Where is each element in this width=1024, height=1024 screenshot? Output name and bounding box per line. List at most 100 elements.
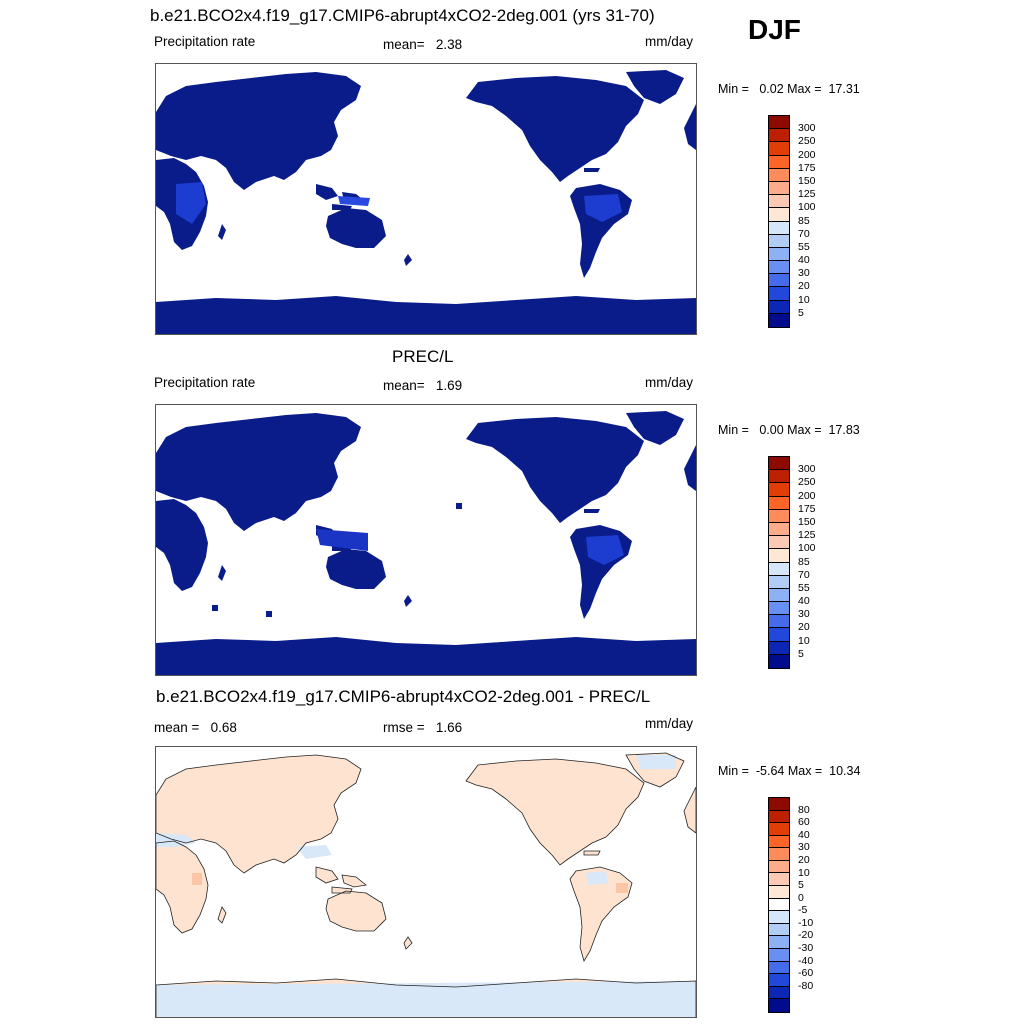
colorbar-tick-label: -30 [798,942,814,955]
panel-3-map [155,746,697,1018]
colorbar-swatch [769,208,789,222]
colorbar-swatch [769,628,789,642]
colorbar-swatch [769,948,789,962]
colorbar-swatch [769,923,789,937]
colorbar-swatch [769,575,789,589]
panel-1-left-label: Precipitation rate [154,34,256,49]
panel-1-title: b.e21.BCO2x4.f19_g17.CMIP6-abrupt4xCO2-2… [150,6,655,25]
colorbar-swatch [769,221,789,235]
panel-1-mean: mean= 2.38 [383,37,463,52]
colorbar-tick-label: 125 [798,529,816,542]
panel-3-minmax: Min = -5.64 Max = 10.34 [718,764,861,778]
panel-3-pos-patch-2 [616,883,628,893]
panel-3-pos-patch-1 [192,873,202,885]
panel-3-title: b.e21.BCO2x4.f19_g17.CMIP6-abrupt4xCO2-2… [156,687,651,706]
colorbar-swatch [769,247,789,262]
colorbar-swatch [769,274,789,288]
colorbar-swatch [769,496,789,510]
colorbar-tick-label: 60 [798,816,810,829]
colorbar-tick-label: 100 [798,542,816,555]
colorbar-tick-label: 10 [798,634,810,647]
panel-2-left-label: Precipitation rate [154,375,256,390]
panel-2-minmax: Min = 0.00 Max = 17.83 [718,423,860,437]
colorbar-tick-label: 250 [798,135,816,148]
colorbar-tick-label: 175 [798,502,816,515]
colorbar-swatch [769,873,789,887]
colorbar-swatch [769,961,789,975]
panel-1-units: mm/day [645,34,694,49]
colorbar-swatch [769,898,789,912]
panel-2-mean: mean= 1.69 [383,378,463,393]
colorbar-tick-label: 85 [798,214,810,227]
colorbar-swatch [769,986,789,1000]
colorbar-swatch [769,181,789,196]
colorbar-tick-label: 30 [798,267,810,280]
colorbar-swatch [769,911,789,924]
colorbar-tick-label: 5 [798,306,804,319]
colorbar-tick-label: 100 [798,201,816,214]
colorbar-tick-label: 30 [798,841,810,854]
panel-2-title: PREC/L [392,347,454,366]
colorbar-tick-label: 200 [798,148,816,161]
colorbar-tick-label: 300 [798,122,816,135]
panel-3-units: mm/day [645,716,694,731]
colorbar-swatch [769,168,789,182]
colorbar-swatch [769,536,789,550]
colorbar-swatch [769,470,789,484]
panel-3-neg-patch-3 [636,755,676,769]
colorbar-swatch [769,234,789,248]
colorbar-swatch [769,195,789,209]
panel-1-colorbar-boxes [768,115,790,328]
colorbar-tick-label: 55 [798,581,810,594]
colorbar-tick-label: 20 [798,853,810,866]
panel-1-map [155,63,697,335]
panel-2-colorbar: 300 250 200 175 150 125 100 85 70 55 40 30 20 10 5 [768,456,828,669]
colorbar-tick-label: 150 [798,515,816,528]
colorbar-tick-label: 250 [798,476,816,489]
colorbar-tick-label: 80 [798,803,810,816]
colorbar-swatch [769,641,789,655]
colorbar-swatch [769,860,789,874]
panel-2-colorbar-boxes [768,456,790,669]
colorbar-tick-label: 20 [798,621,810,634]
panel-1-africa-wet [176,182,206,224]
colorbar-tick-label: 30 [798,608,810,621]
panel-2-units: mm/day [645,375,694,390]
colorbar-tick-label: 40 [798,595,810,608]
colorbar-tick-label: 85 [798,555,810,568]
colorbar-swatch [769,116,789,130]
colorbar-swatch [769,549,789,563]
colorbar-tick-label: 150 [798,174,816,187]
colorbar-swatch [769,509,789,523]
colorbar-swatch [769,823,789,836]
colorbar-swatch [769,142,789,156]
colorbar-tick-label: 175 [798,161,816,174]
panel-2-amazon-wet [586,535,624,565]
colorbar-swatch [769,588,789,603]
panel-3-land [156,753,696,1017]
colorbar-swatch [769,300,789,314]
panel-2-map [155,404,697,676]
colorbar-swatch [769,483,789,497]
colorbar-tick-label: 70 [798,227,810,240]
colorbar-tick-label: -5 [798,904,808,917]
colorbar-tick-label: 200 [798,489,816,502]
colorbar-swatch [769,798,789,811]
colorbar-tick-label: 5 [798,647,804,660]
colorbar-tick-label: 40 [798,254,810,267]
colorbar-swatch [769,999,789,1012]
colorbar-swatch [769,886,789,899]
colorbar-swatch [769,654,789,668]
colorbar-swatch [769,562,789,576]
colorbar-tick-label: 125 [798,188,816,201]
colorbar-tick-label: -40 [798,954,814,967]
colorbar-tick-label: -10 [798,916,814,929]
colorbar-swatch [769,457,789,471]
colorbar-swatch [769,129,789,143]
colorbar-tick-label: 10 [798,293,810,306]
panel-3-neg-patch-4 [586,871,608,885]
colorbar-swatch [769,287,789,301]
colorbar-swatch [769,155,789,169]
panel-3-colorbar-boxes [768,797,790,1013]
colorbar-tick-label: -20 [798,929,814,942]
